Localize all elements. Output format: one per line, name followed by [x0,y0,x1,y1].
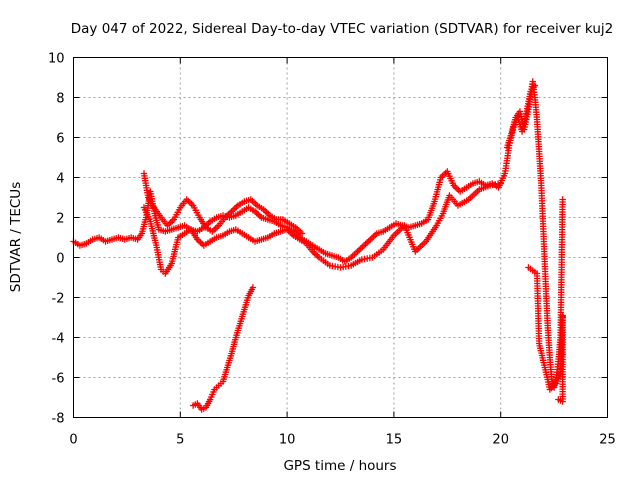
x-tick-label: 15 [386,433,403,448]
y-tick-label: 8 [56,92,64,107]
data-point [497,180,504,187]
series-band-lower [140,180,504,277]
chart-title: Day 047 of 2022, Sidereal Day-to-day VTE… [71,21,613,37]
x-axis-label: GPS time / hours [283,458,396,474]
series-descending-arc [189,284,257,413]
y-axis-label: SDTVAR / TECUs [8,182,24,292]
y-tick-label: 4 [56,172,64,187]
data-point [555,396,562,403]
series-outliers [525,264,566,405]
y-tick-label: -6 [52,372,65,387]
y-tick-label: -2 [52,292,65,307]
series-band-main [70,82,539,265]
plot-frame [73,57,608,418]
data-point [559,196,566,203]
y-tick-label: 0 [56,252,64,267]
series-band-upper [140,170,306,237]
data-point [249,284,257,291]
data-points [70,78,566,413]
y-tick-label: 2 [56,212,64,227]
x-tick-label: 0 [69,433,77,448]
series-late-spike [503,78,566,391]
x-tick-label: 20 [492,433,509,448]
data-point [298,230,306,237]
x-tick-label: 25 [599,433,616,448]
x-tick-label: 5 [176,433,184,448]
x-tick-label: 10 [279,433,296,448]
axis-ticks: 0 5 10 15 20 25 -8 -6 -4 -2 0 2 4 6 8 10 [48,52,616,448]
y-tick-label: -4 [52,332,65,347]
y-tick-label: -8 [52,412,65,427]
y-tick-label: 10 [48,52,65,67]
y-tick-label: 6 [56,132,64,147]
